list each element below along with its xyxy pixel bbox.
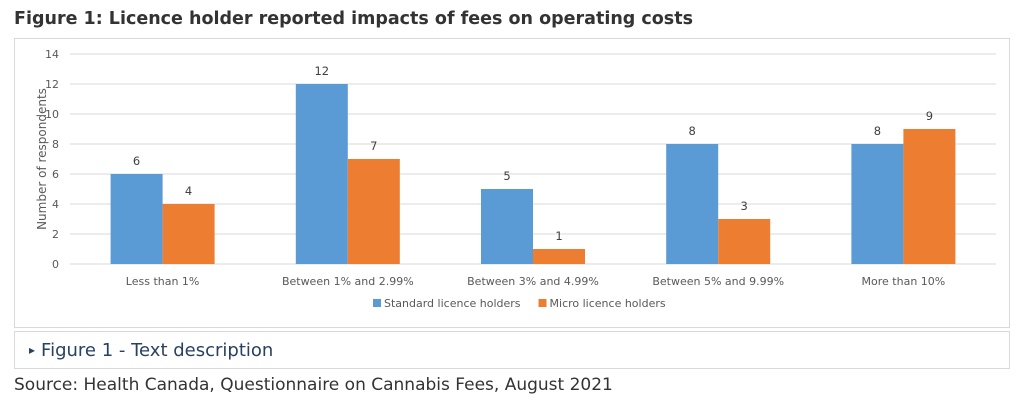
bar <box>162 204 215 264</box>
bar <box>347 159 400 264</box>
y-tick-label: 12 <box>45 78 59 91</box>
chart-container: 0 2 4 6 8 10 12 14 Number of respondents 6 4 Less t… <box>14 38 1010 328</box>
bar <box>481 189 533 264</box>
y-tick-label: 4 <box>52 198 59 211</box>
legend-label: Standard licence holders <box>384 297 521 310</box>
data-label: 5 <box>503 169 510 183</box>
expand-triangle-icon: ▸ <box>29 343 36 357</box>
data-label: 8 <box>874 124 881 138</box>
y-tick-label: 6 <box>52 168 59 181</box>
y-tick-label: 14 <box>45 48 59 61</box>
data-label: 12 <box>314 64 329 78</box>
bar <box>851 144 904 264</box>
data-label: 7 <box>370 139 377 153</box>
data-label: 3 <box>741 199 748 213</box>
legend-label: Micro licence holders <box>550 297 666 310</box>
data-label: 1 <box>555 229 562 243</box>
y-tick-label: 2 <box>52 228 59 241</box>
category-label: More than 10% <box>862 275 946 288</box>
y-tick-label: 0 <box>52 258 59 271</box>
data-label: 6 <box>133 154 140 168</box>
category-label: Between 1% and 2.99% <box>282 275 414 288</box>
text-description-label: Figure 1 - Text description <box>41 339 274 361</box>
legend-swatch <box>373 299 381 307</box>
data-label: 9 <box>926 109 933 123</box>
bar <box>903 129 956 264</box>
category-label: Between 3% and 4.99% <box>467 275 599 288</box>
data-label: 8 <box>689 124 696 138</box>
data-label: 4 <box>185 184 192 198</box>
figure-title: Figure 1: Licence holder reported impact… <box>14 9 693 29</box>
legend-swatch <box>538 299 547 307</box>
y-tick-label: 10 <box>45 108 59 121</box>
y-tick-label: 8 <box>52 138 59 151</box>
text-description-toggle[interactable]: ▸ Figure 1 - Text description <box>14 331 1010 369</box>
category-label: Between 5% and 9.99% <box>652 275 784 288</box>
bar <box>718 219 771 264</box>
bar <box>533 249 585 264</box>
source-note: Source: Health Canada, Questionnaire on … <box>14 375 613 395</box>
y-axis-label: Number of respondents <box>35 88 49 230</box>
bar <box>666 144 719 264</box>
category-label: Less than 1% <box>126 275 200 288</box>
bar <box>110 174 163 264</box>
bar <box>295 84 348 264</box>
